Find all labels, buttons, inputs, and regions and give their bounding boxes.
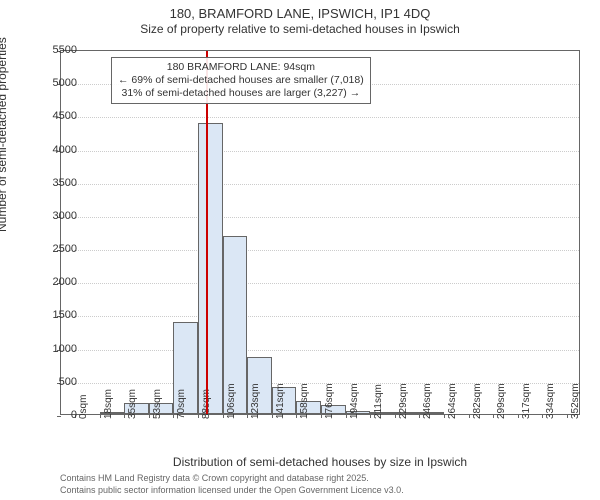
x-tick-label: 0sqm bbox=[78, 395, 89, 419]
x-tick-mark bbox=[395, 414, 396, 418]
y-tick-label: 4000 bbox=[37, 144, 77, 156]
gridline-h bbox=[61, 350, 579, 351]
gridline-h bbox=[61, 250, 579, 251]
x-tick-mark bbox=[518, 414, 519, 418]
gridline-h bbox=[61, 217, 579, 218]
x-tick-label: 282sqm bbox=[472, 383, 483, 419]
x-tick-label: 70sqm bbox=[176, 389, 187, 419]
footer-line-1: Contains HM Land Registry data © Crown c… bbox=[60, 473, 369, 483]
x-tick-mark bbox=[198, 414, 199, 418]
x-tick-mark bbox=[100, 414, 101, 418]
gridline-h bbox=[61, 283, 579, 284]
annotation-line-2: ← 69% of semi-detached houses are smalle… bbox=[118, 74, 364, 87]
x-tick-mark bbox=[469, 414, 470, 418]
x-tick-label: 352sqm bbox=[570, 383, 581, 419]
chart-title-line1: 180, BRAMFORD LANE, IPSWICH, IP1 4DQ bbox=[0, 6, 600, 21]
x-axis-label: Distribution of semi-detached houses by … bbox=[60, 455, 580, 469]
x-tick-label: 176sqm bbox=[324, 383, 335, 419]
x-tick-mark bbox=[173, 414, 174, 418]
x-tick-mark bbox=[444, 414, 445, 418]
gridline-h bbox=[61, 184, 579, 185]
x-tick-label: 264sqm bbox=[447, 383, 458, 419]
footer-line-2: Contains public sector information licen… bbox=[60, 485, 404, 495]
x-tick-mark bbox=[346, 414, 347, 418]
gridline-h bbox=[61, 117, 579, 118]
x-tick-mark bbox=[296, 414, 297, 418]
x-tick-mark bbox=[370, 414, 371, 418]
x-tick-mark bbox=[493, 414, 494, 418]
x-tick-mark bbox=[419, 414, 420, 418]
gridline-h bbox=[61, 316, 579, 317]
x-tick-label: 18sqm bbox=[103, 389, 114, 419]
annotation-line-3: 31% of semi-detached houses are larger (… bbox=[118, 87, 364, 100]
x-tick-label: 246sqm bbox=[422, 383, 433, 419]
x-tick-mark bbox=[149, 414, 150, 418]
y-axis-label: Number of semi-detached properties bbox=[0, 37, 9, 232]
annotation-line-1: 180 BRAMFORD LANE: 94sqm bbox=[118, 61, 364, 74]
gridline-h bbox=[61, 151, 579, 152]
x-tick-mark bbox=[247, 414, 248, 418]
y-tick-label: 2500 bbox=[37, 243, 77, 255]
chart-container: 180, BRAMFORD LANE, IPSWICH, IP1 4DQ Siz… bbox=[0, 0, 600, 500]
x-tick-label: 158sqm bbox=[299, 383, 310, 419]
x-tick-mark bbox=[124, 414, 125, 418]
x-tick-label: 299sqm bbox=[496, 383, 507, 419]
x-tick-label: 334sqm bbox=[545, 383, 556, 419]
x-tick-label: 53sqm bbox=[152, 389, 163, 419]
x-tick-mark bbox=[223, 414, 224, 418]
y-tick-label: 1500 bbox=[37, 309, 77, 321]
chart-title-line2: Size of property relative to semi-detach… bbox=[0, 22, 600, 36]
y-tick-label: 0 bbox=[37, 409, 77, 421]
y-tick-label: 3500 bbox=[37, 177, 77, 189]
y-tick-label: 5500 bbox=[37, 44, 77, 56]
x-tick-mark bbox=[542, 414, 543, 418]
y-tick-label: 5000 bbox=[37, 77, 77, 89]
plot-area: 0sqm18sqm35sqm53sqm70sqm88sqm106sqm123sq… bbox=[60, 50, 580, 415]
y-tick-label: 4500 bbox=[37, 110, 77, 122]
x-tick-label: 211sqm bbox=[373, 384, 384, 419]
x-tick-mark bbox=[272, 414, 273, 418]
x-tick-mark bbox=[321, 414, 322, 418]
x-tick-label: 317sqm bbox=[521, 383, 532, 419]
y-tick-label: 3000 bbox=[37, 210, 77, 222]
x-tick-label: 229sqm bbox=[398, 383, 409, 419]
x-tick-label: 35sqm bbox=[127, 389, 138, 419]
y-tick-label: 1000 bbox=[37, 343, 77, 355]
x-tick-mark bbox=[567, 414, 568, 418]
x-tick-label: 141sqm bbox=[275, 383, 286, 419]
y-tick-label: 500 bbox=[37, 376, 77, 388]
x-tick-label: 106sqm bbox=[226, 383, 237, 419]
reference-line bbox=[206, 51, 208, 414]
annotation-box: 180 BRAMFORD LANE: 94sqm ← 69% of semi-d… bbox=[111, 57, 371, 104]
x-tick-label: 123sqm bbox=[250, 383, 261, 419]
histogram-bar bbox=[198, 123, 223, 414]
x-tick-label: 194sqm bbox=[349, 383, 360, 419]
y-tick-label: 2000 bbox=[37, 276, 77, 288]
